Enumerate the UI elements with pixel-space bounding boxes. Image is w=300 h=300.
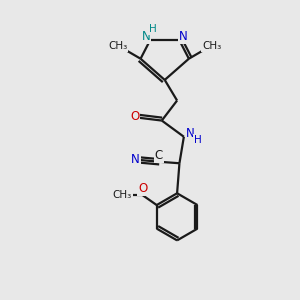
Text: CH₃: CH₃ [108, 41, 128, 51]
Text: O: O [130, 110, 139, 123]
Text: N: N [186, 127, 195, 140]
Text: H: H [149, 24, 157, 34]
Text: N: N [179, 30, 188, 44]
Text: H: H [194, 135, 202, 145]
Text: N: N [131, 153, 140, 166]
Text: N: N [142, 30, 150, 44]
Text: CH₃: CH₃ [202, 41, 221, 51]
Text: O: O [138, 182, 148, 195]
Text: C: C [155, 149, 163, 162]
Text: CH₃: CH₃ [112, 190, 132, 200]
